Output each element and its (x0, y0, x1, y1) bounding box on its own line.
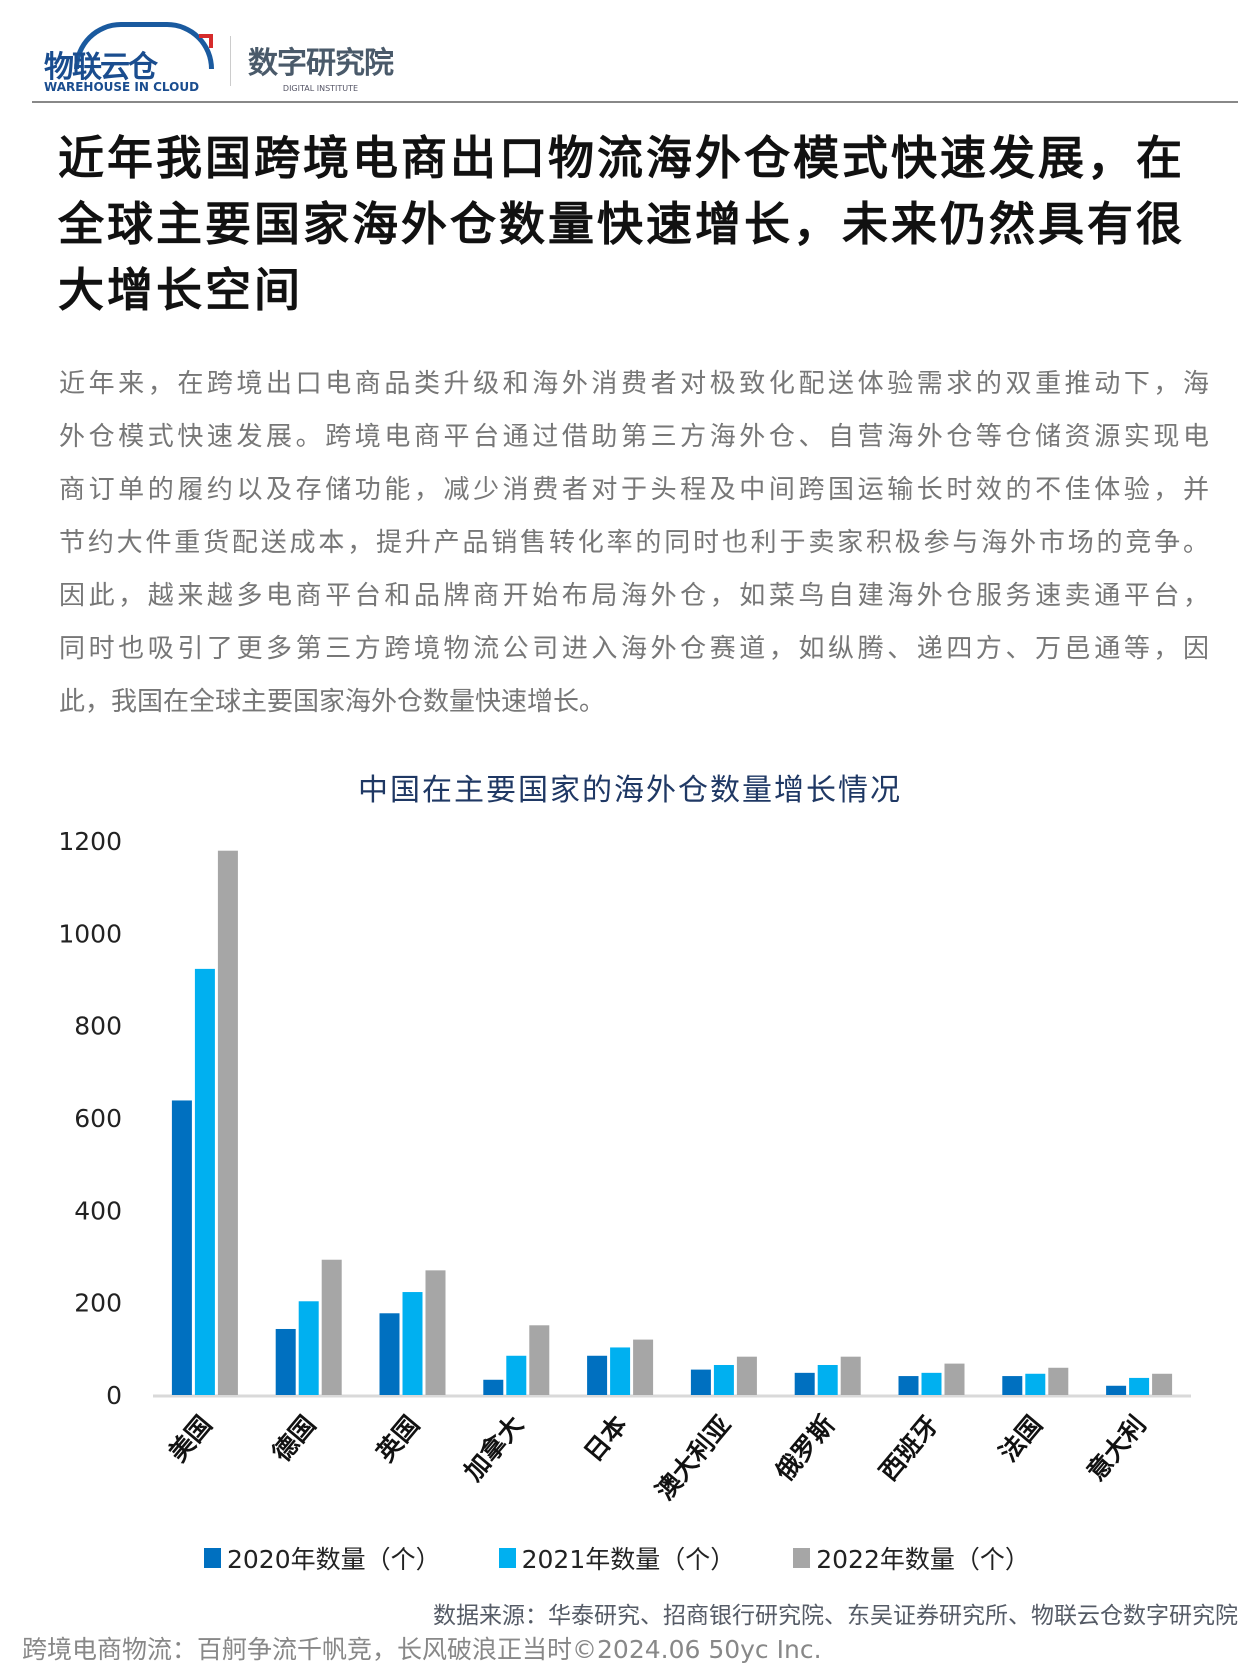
bar-俄罗斯-0 (794, 1372, 815, 1395)
bar-澳大利亚-0 (690, 1369, 711, 1395)
x-tick-label: 西班牙 (874, 1410, 944, 1486)
page-footer: 跨境电商物流：百舸争流千帆竞，长风破浪正当时©2024.06 50yc Inc. (22, 1635, 822, 1664)
bar-意大利-0 (1106, 1385, 1127, 1395)
bar-意大利-2 (1152, 1373, 1173, 1395)
bar-日本-0 (587, 1355, 608, 1395)
x-tick-label: 英国 (371, 1410, 425, 1467)
bar-意大利-1 (1129, 1377, 1150, 1395)
bar-法国-2 (1048, 1367, 1069, 1395)
paragraph-line: 商订单的履约以及存储功能，减少消费者对于头程及中间跨国运输长时效的不佳体验，并 (59, 475, 1209, 505)
bar-澳大利亚-1 (713, 1364, 734, 1395)
bar-chart: 中国在主要国家的海外仓数量增长情况 0 200 400 600 800 1000 1200 美国… (58, 773, 1191, 1505)
bar-俄罗斯-2 (840, 1356, 861, 1395)
bar-美国-1 (194, 968, 215, 1395)
chart-title: 中国在主要国家的海外仓数量增长情况 (358, 773, 902, 808)
title-line: 全球主要国家海外仓数量快速增长，未来仍然具有很 (58, 197, 1185, 251)
logo-en: WAREHOUSE IN CLOUD (44, 80, 200, 94)
bar-澳大利亚-2 (736, 1356, 757, 1395)
paragraph-line: 外仓模式快速发展。跨境电商平台通过借助第三方海外仓、自营海外仓等仓储资源实现电 (59, 422, 1209, 452)
bar-美国-2 (217, 850, 238, 1395)
legend-label: 2022年数量（个） (816, 1545, 1030, 1574)
y-tick-label: 800 (74, 1012, 122, 1041)
y-tick-label: 200 (74, 1289, 122, 1318)
bar-德国-0 (275, 1328, 296, 1395)
bar-西班牙-1 (921, 1372, 942, 1395)
logo-cn: 物联云仓 (44, 50, 158, 85)
institute-en: DIGITAL INSTITUTE (282, 84, 359, 93)
x-tick-label: 澳大利亚 (650, 1410, 737, 1505)
bar-德国-2 (321, 1259, 342, 1395)
legend-swatch (498, 1548, 516, 1568)
x-tick-label: 俄罗斯 (769, 1410, 840, 1487)
logo-accent-icon (199, 34, 213, 48)
x-tick-label: 德国 (267, 1410, 321, 1467)
y-tick-label: 0 (106, 1381, 122, 1410)
paragraph-line: 此，我国在全球主要国家海外仓数量快速增长。 (59, 687, 606, 717)
legend-item-2021: 2021年数量（个） (498, 1540, 736, 1576)
bar-日本-1 (610, 1347, 631, 1395)
page-title: 近年我国跨境电商出口物流海外仓模式快速发展，在 全球主要国家海外仓数量快速增长，… (58, 125, 1238, 323)
body-paragraph: 近年来，在跨境出口电商品类升级和海外消费者对极致化配送体验需求的双重推动下，海 … (59, 358, 1209, 729)
legend-item-2022: 2022年数量（个） (793, 1540, 1030, 1576)
digital-institute-logo: 数字研究院 DIGITAL INSTITUTE (248, 38, 394, 93)
y-tick-label: 400 (74, 1196, 122, 1225)
bar-加拿大-1 (506, 1355, 527, 1395)
institute-cn: 数字研究院 (248, 46, 394, 81)
title-line: 近年我国跨境电商出口物流海外仓模式快速发展，在 (58, 131, 1185, 185)
bar-英国-2 (425, 1270, 446, 1395)
data-source: 数据来源：华泰研究、招商银行研究院、东吴证券研究所、物联云仓数字研究院 (433, 1603, 1238, 1629)
x-tick-label: 加拿大 (458, 1410, 529, 1487)
bar-加拿大-2 (529, 1325, 550, 1395)
bar-德国-1 (298, 1301, 319, 1395)
logo-divider (230, 36, 231, 86)
header-divider (32, 101, 1238, 103)
bar-美国-0 (171, 1100, 192, 1395)
bar-英国-0 (379, 1313, 400, 1395)
bar-法国-0 (1002, 1376, 1023, 1395)
bar-英国-1 (402, 1292, 423, 1395)
legend-swatch (204, 1548, 221, 1568)
x-tick-label: 法国 (994, 1410, 1048, 1467)
bar-加拿大-0 (483, 1379, 504, 1395)
x-tick-label: 日本 (578, 1410, 632, 1467)
warehouse-in-cloud-logo: 物联云仓 WAREHOUSE IN CLOUD (44, 22, 224, 94)
title-line: 大增长空间 (58, 263, 303, 317)
legend-label: 2021年数量（个） (521, 1545, 736, 1574)
chart-legend: 2020年数量（个） 2021年数量（个） 2022年数量（个） (204, 1540, 1030, 1576)
paragraph-line: 同时也吸引了更多第三方跨境物流公司进入海外仓赛道，如纵腾、递四方、万邑通等，因 (59, 634, 1209, 664)
paragraph-line: 因此，越来越多电商平台和品牌商开始布局海外仓，如菜鸟自建海外仓服务速卖通平台， (59, 581, 1209, 611)
bar-俄罗斯-1 (817, 1364, 838, 1395)
bar-西班牙-2 (944, 1363, 965, 1395)
legend-swatch (793, 1548, 811, 1568)
bar-日本-2 (633, 1339, 654, 1395)
y-tick-label: 1000 (58, 919, 122, 948)
x-tick-label: 意大利 (1081, 1410, 1151, 1486)
legend-label: 2020年数量（个） (227, 1545, 441, 1574)
y-tick-label: 600 (74, 1104, 122, 1133)
x-tick-label: 美国 (163, 1410, 217, 1467)
y-tick-label: 1200 (58, 827, 122, 856)
legend-item-2020: 2020年数量（个） (204, 1540, 441, 1576)
bar-法国-1 (1025, 1373, 1046, 1395)
paragraph-line: 近年来，在跨境出口电商品类升级和海外消费者对极致化配送体验需求的双重推动下，海 (59, 369, 1209, 399)
bar-西班牙-0 (898, 1376, 919, 1395)
paragraph-line: 节约大件重货配送成本，提升产品销售转化率的同时也利于卖家积极参与海外市场的竞争。 (59, 528, 1209, 558)
